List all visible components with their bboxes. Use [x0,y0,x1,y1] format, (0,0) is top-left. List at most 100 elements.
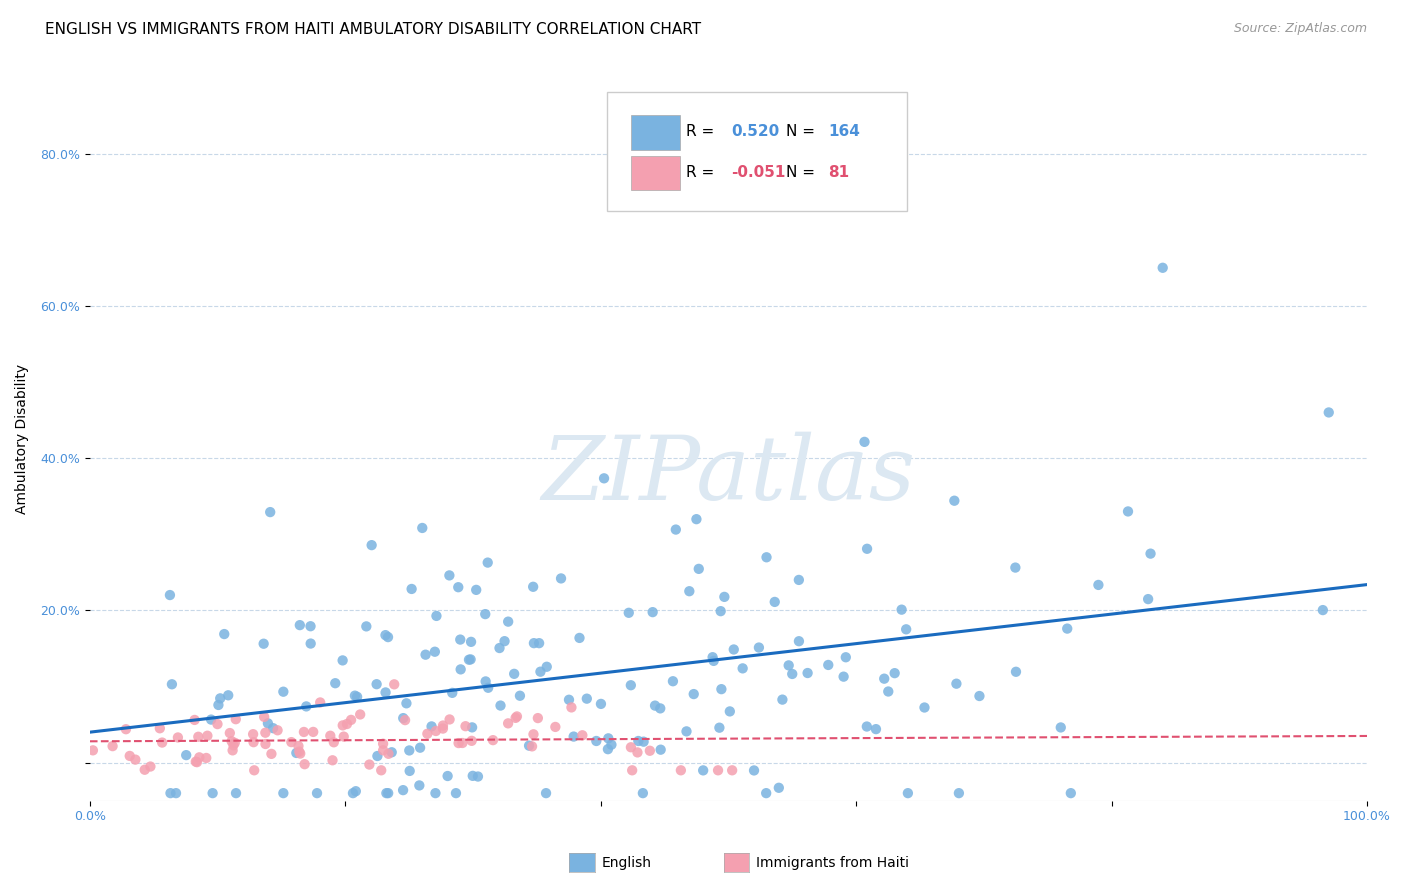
Point [768,780,790,795]
Point [638,744,661,758]
Point [703,654,725,668]
Point [423,645,446,659]
Point [447,580,470,594]
Point [650,742,672,756]
Point [780,667,803,681]
Point [394,713,416,727]
Text: R =: R = [686,165,720,179]
Point [425,608,447,623]
Point [718,705,741,719]
Point [294,757,316,772]
Point [187,730,209,744]
Point [627,734,650,748]
Point [392,783,415,797]
Point [503,666,526,681]
Point [221,734,243,748]
Point [460,635,482,649]
Point [505,711,527,725]
Point [201,786,224,800]
Point [432,718,454,732]
Text: Source: ZipAtlas.com: Source: ZipAtlas.com [1233,22,1367,36]
Point [631,786,654,800]
Point [290,747,312,761]
Point [266,723,288,738]
Point [332,730,354,744]
Point [633,734,655,748]
Point [340,713,363,727]
Point [496,716,519,731]
Point [571,728,593,742]
Point [366,677,388,691]
Point [787,573,810,587]
Point [523,636,546,650]
Point [731,661,754,675]
Point [254,725,277,739]
Point [796,666,818,681]
Point [299,619,322,633]
Point [589,697,612,711]
Point [366,749,388,764]
Point [149,721,172,735]
Point [395,696,418,710]
Point [675,724,697,739]
Point [288,745,311,759]
Point [461,720,484,734]
Point [188,750,211,764]
Point [669,764,692,778]
Point [295,699,318,714]
Point [692,764,714,778]
Point [207,698,229,712]
Point [222,738,245,752]
Point [600,738,623,752]
Point [1049,721,1071,735]
Point [763,595,786,609]
Point [323,676,346,690]
Y-axis label: Ambulatory Disability: Ambulatory Disability [15,364,30,514]
Point [702,650,724,665]
Point [411,521,433,535]
Point [506,709,529,723]
Text: ZIPatlas: ZIPatlas [541,432,915,518]
Point [439,568,461,582]
Point [534,786,557,800]
Text: N =: N = [786,124,820,139]
Point [568,631,591,645]
Point [710,682,733,697]
Point [260,747,283,761]
Point [897,786,920,800]
Point [678,584,700,599]
Point [710,604,733,618]
Point [787,634,810,648]
Point [441,686,464,700]
Point [82,743,104,757]
Point [474,607,496,621]
Point [159,588,181,602]
Point [575,691,598,706]
Point [183,713,205,727]
Point [319,729,342,743]
Point [242,735,264,749]
Point [585,734,607,748]
Point [186,755,208,769]
Point [159,786,181,800]
Point [943,493,966,508]
Point [195,751,218,765]
Point [770,692,793,706]
Point [449,632,471,647]
Point [1087,578,1109,592]
Point [620,740,643,755]
Point [685,512,707,526]
Point [723,642,745,657]
Point [332,718,354,732]
Point [207,717,229,731]
Point [224,736,246,750]
Point [817,657,839,672]
Point [373,743,395,757]
Point [477,556,499,570]
Point [460,652,482,666]
Point [118,748,141,763]
Point [370,764,392,778]
Point [1152,260,1174,275]
Point [377,630,399,644]
Point [877,684,900,698]
